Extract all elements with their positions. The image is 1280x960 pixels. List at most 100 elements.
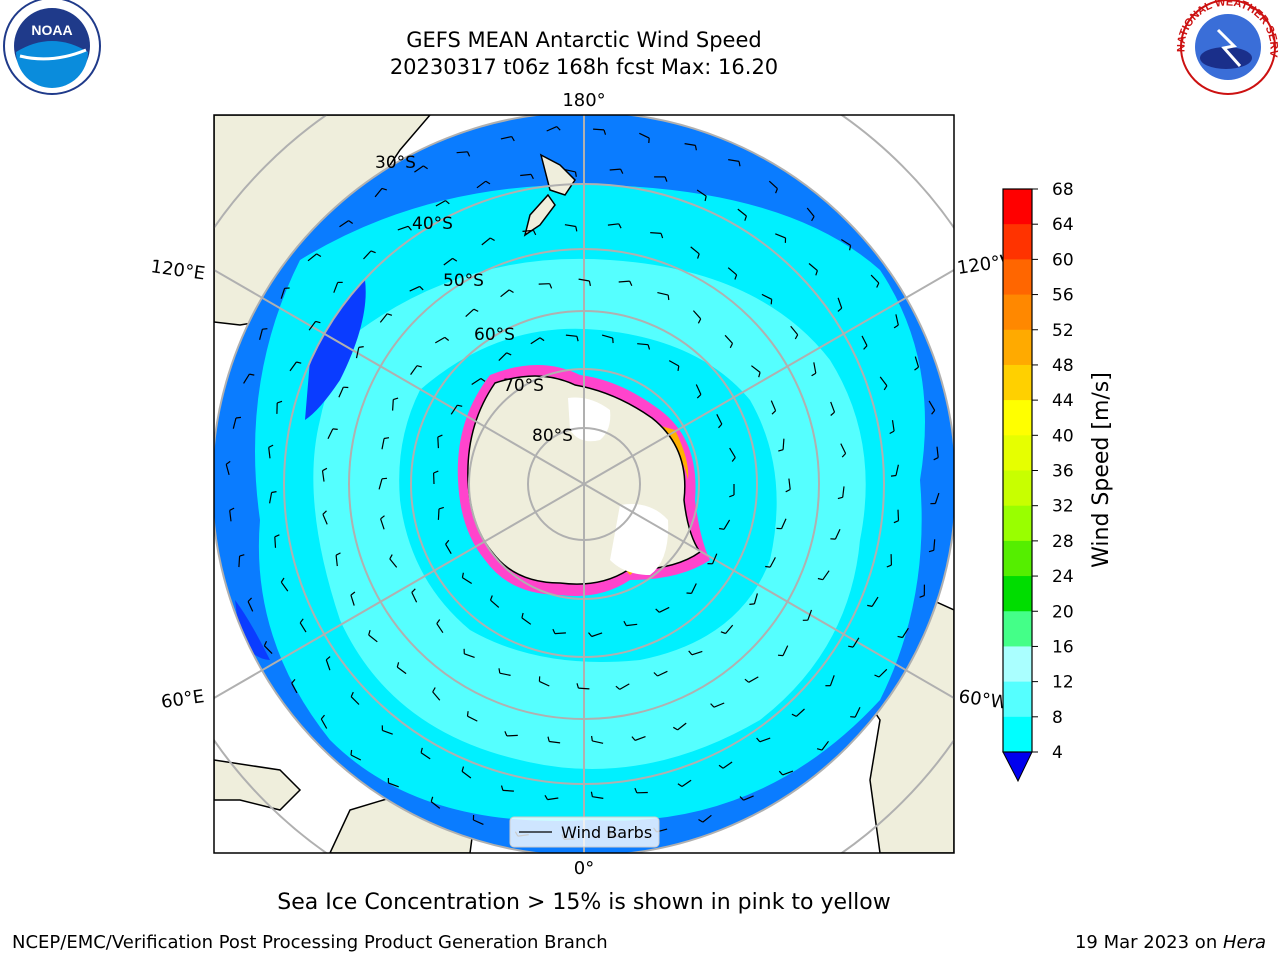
wind-barb <box>321 470 325 482</box>
wind-barb <box>840 443 847 454</box>
wind-barb-flag <box>574 171 577 177</box>
wind-barb <box>702 814 712 823</box>
wind-barb <box>381 438 385 450</box>
wind-barb-flag <box>931 410 936 415</box>
wind-barb <box>445 543 452 555</box>
wind-barb <box>861 335 868 346</box>
colorbar-segment <box>1003 646 1032 683</box>
wind-barb <box>327 428 334 440</box>
wind-barb <box>539 680 550 687</box>
wind-barb <box>775 233 786 239</box>
wind-barb <box>465 308 475 318</box>
wind-barb-flag <box>634 787 638 794</box>
wind-barb <box>269 492 273 504</box>
wind-barb <box>325 659 331 671</box>
wind-barb <box>808 263 818 272</box>
wind-barb <box>432 691 441 701</box>
wind-barb <box>291 682 298 694</box>
wind-barb <box>437 437 439 449</box>
wind-barb-flag <box>719 527 725 530</box>
wind-barb <box>578 687 590 690</box>
wind-barb <box>247 601 254 612</box>
wind-barb <box>462 577 473 585</box>
wind-barb <box>878 668 888 678</box>
wind-barb-flag <box>919 595 925 598</box>
wind-barb <box>368 634 378 643</box>
wind-barb-flag <box>653 672 658 677</box>
wind-barb <box>456 151 468 154</box>
wind-barb-flag <box>350 749 353 756</box>
wind-barb <box>897 509 900 521</box>
wind-barb-flag <box>688 650 693 656</box>
colorbar-tick-label: 24 <box>1052 567 1074 587</box>
wind-barb <box>821 740 829 751</box>
wind-barb <box>289 361 297 372</box>
wind-barb <box>840 238 851 246</box>
wind-barb <box>521 617 532 625</box>
wind-barb <box>830 401 836 413</box>
wind-barbs <box>225 126 940 840</box>
wind-barb-flag <box>849 245 852 251</box>
wind-barb <box>768 180 778 190</box>
wind-barb <box>724 334 733 344</box>
wind-barb-flag <box>698 818 704 823</box>
wind-barb-flag <box>322 510 327 515</box>
wind-barb-flag <box>315 320 321 324</box>
colorbar-label: Wind Speed [m/s] <box>1089 372 1114 568</box>
wind-barb-flag <box>729 343 734 349</box>
wind-barb <box>243 373 250 384</box>
wind-barb-flag <box>466 151 471 157</box>
wind-barb-flag <box>615 685 621 690</box>
colorbar-tick-label: 20 <box>1052 602 1074 622</box>
wind-barb <box>722 761 733 769</box>
wind-barb-flag <box>498 668 501 674</box>
wind-barb <box>790 325 799 336</box>
colorbar-segment <box>1003 259 1032 296</box>
wind-barb <box>716 414 723 425</box>
map-area: 30°S 40°S 50°S 60°S 70°S 80°S Wind Barbs <box>214 115 954 853</box>
colorbar-segment <box>1003 576 1032 612</box>
wind-barb-flag <box>239 554 245 557</box>
wind-barb <box>895 314 899 326</box>
lat-label-80s: 80°S <box>532 426 573 446</box>
wind-barb <box>711 553 718 565</box>
nws-logo-text: NATIONAL WEATHER SERVICE <box>0 0 1280 58</box>
wind-barb <box>695 384 702 395</box>
barb-legend-label: Wind Barbs <box>561 823 652 842</box>
wind-barb <box>461 770 472 779</box>
wind-barb-flag <box>368 630 371 636</box>
credit-host: Hera <box>1222 932 1266 953</box>
wind-barb <box>546 126 558 132</box>
wind-barb-flag <box>235 416 242 419</box>
lon-label-180: 180° <box>562 90 605 111</box>
wind-barb-flag <box>430 796 434 802</box>
wind-barb <box>530 337 541 345</box>
wind-barb-flag <box>438 506 444 510</box>
wind-barb-flag <box>591 735 593 741</box>
wind-barb-flag <box>473 308 479 312</box>
wind-barb <box>443 257 453 266</box>
wind-barb <box>350 696 360 705</box>
wind-barb <box>268 447 271 459</box>
lon-label-120e: 120°E <box>149 256 206 284</box>
colorbar-tick-label: 4 <box>1052 743 1063 763</box>
wind-barb <box>748 676 759 683</box>
wind-barb-flag <box>718 764 724 769</box>
map-frame <box>213 114 955 854</box>
wind-barb-flag <box>629 280 633 286</box>
wind-barb-flag <box>576 336 579 342</box>
wind-barb-flag <box>396 662 400 668</box>
wind-barb <box>852 637 860 648</box>
colorbar-segment <box>1003 364 1032 401</box>
wind-barb-flag <box>389 554 393 560</box>
wind-barb <box>690 583 697 594</box>
wind-barb-flag <box>299 618 304 624</box>
wind-barb-flag <box>316 253 322 258</box>
wind-barb <box>692 310 702 320</box>
wind-barb <box>619 683 630 690</box>
wind-barb-flag <box>837 496 843 500</box>
wind-barb-flag <box>590 791 593 797</box>
wind-barb-flag <box>277 400 283 404</box>
wind-barb-flag <box>863 345 868 350</box>
wind-barb-flag <box>817 577 823 581</box>
